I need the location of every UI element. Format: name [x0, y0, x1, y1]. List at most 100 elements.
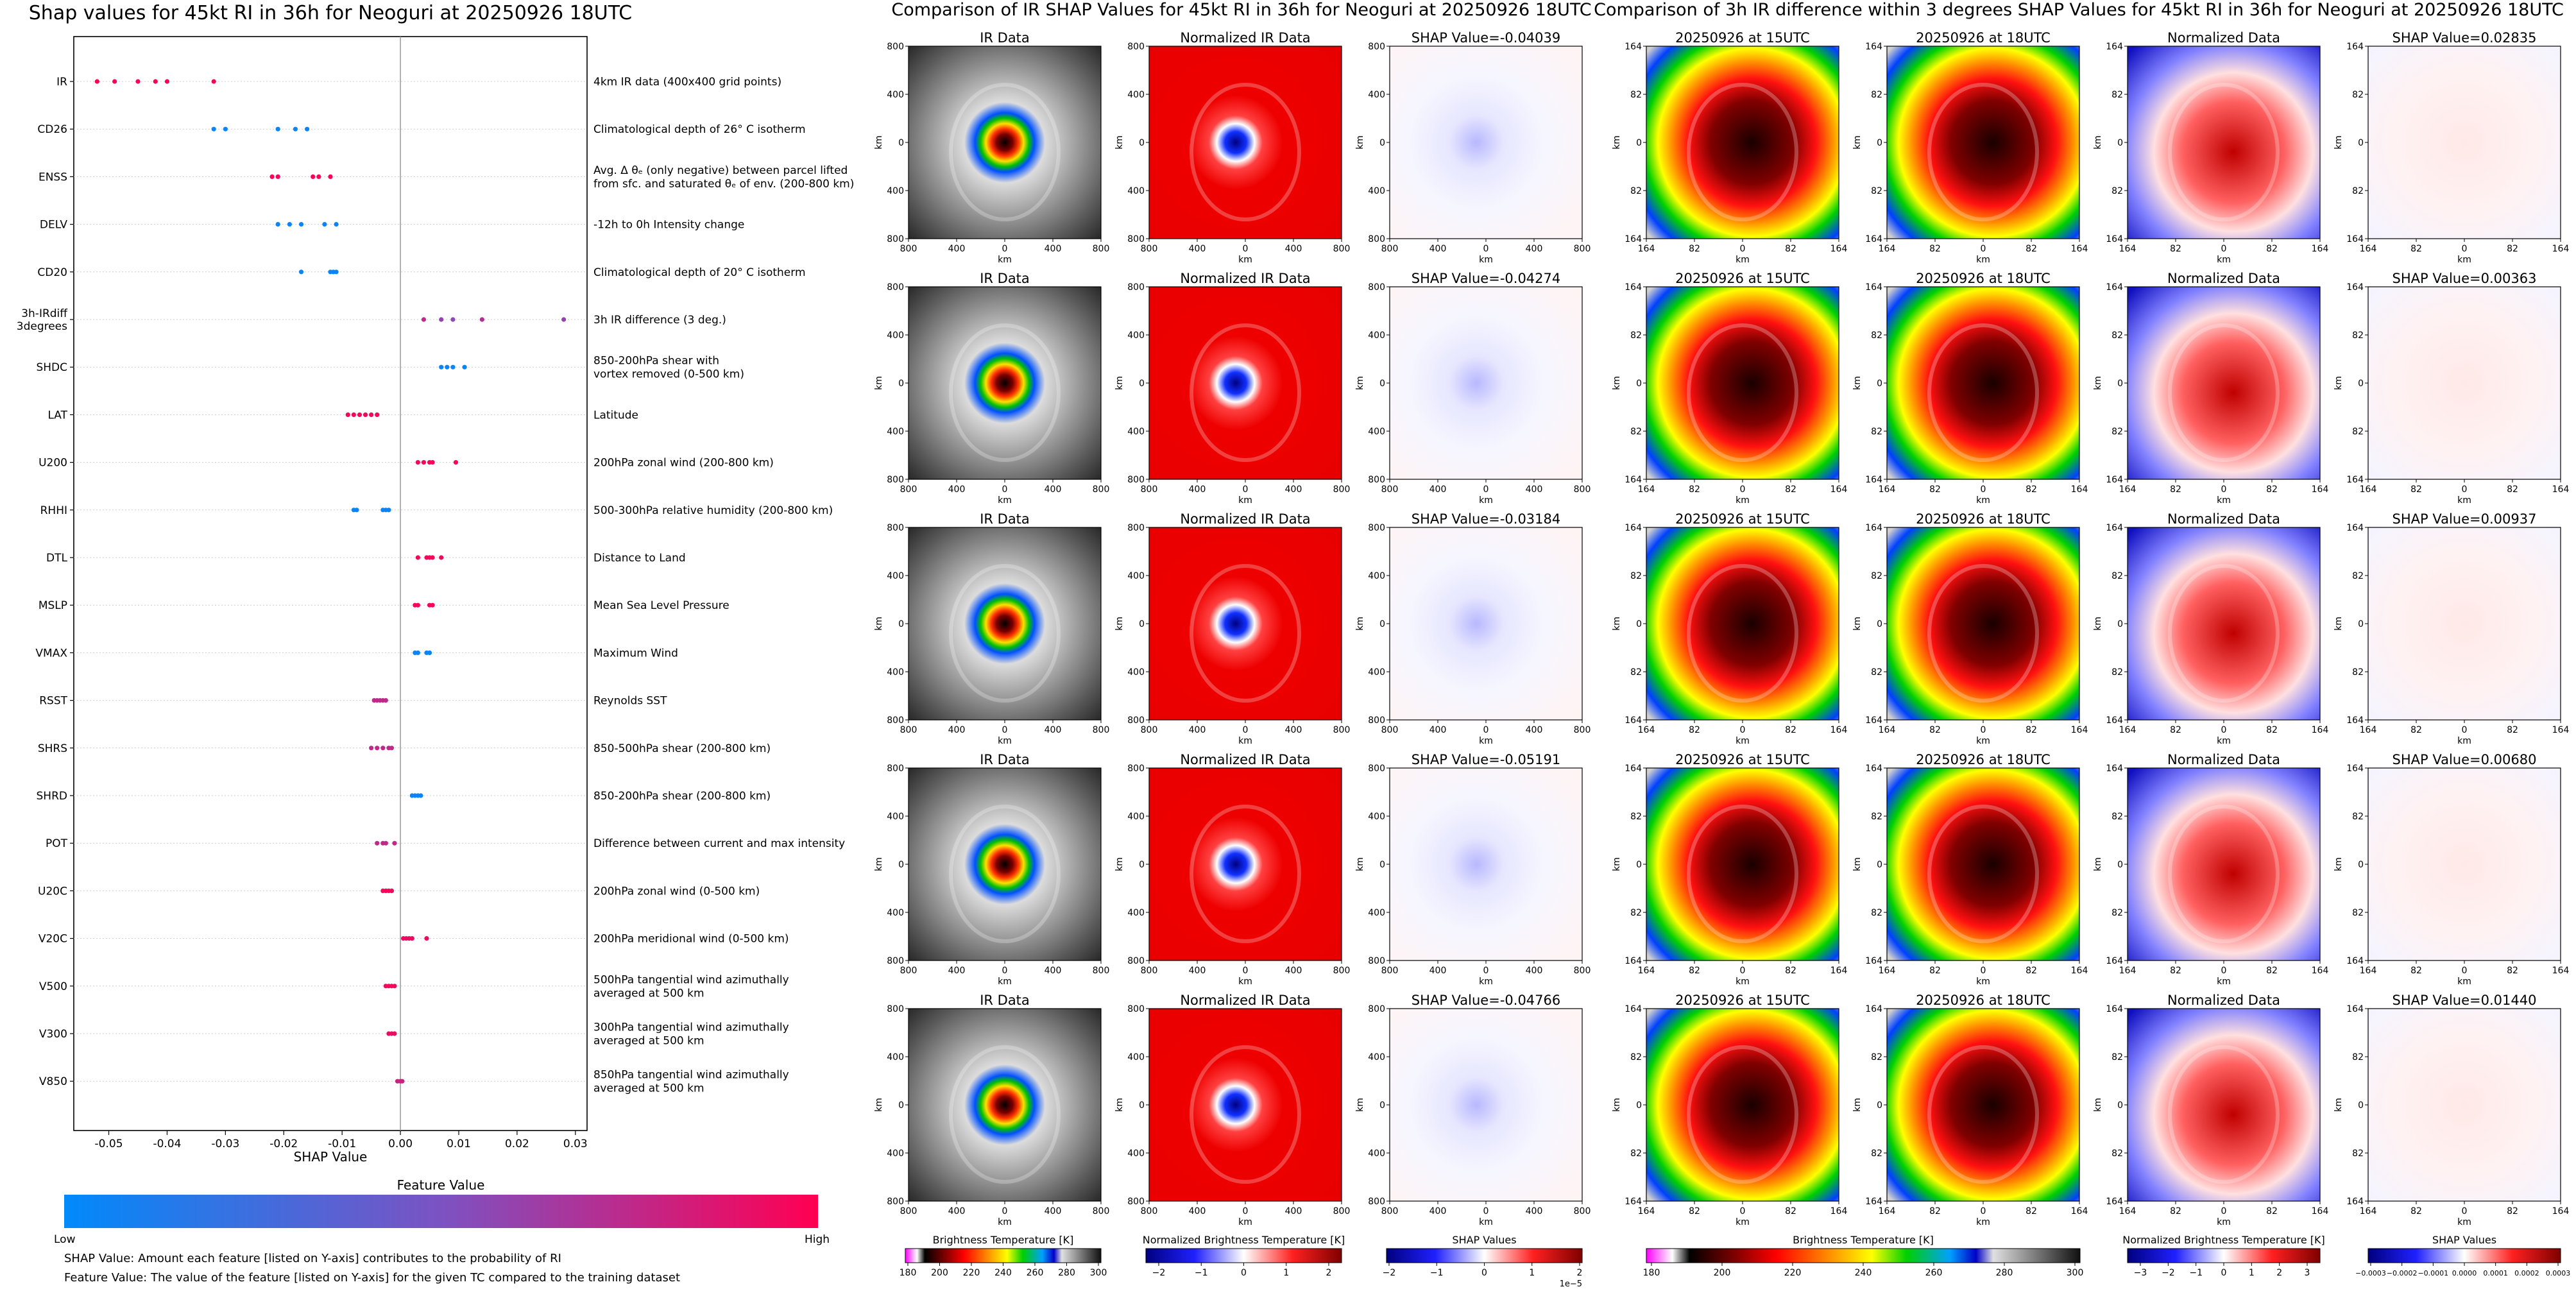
y-tick-label: 164	[1625, 42, 1642, 52]
y-tick-label: 164	[1625, 1197, 1642, 1207]
shap-dot	[439, 317, 444, 322]
x-tick-label: 82	[2410, 244, 2422, 254]
heatmap-image	[2367, 286, 2561, 480]
y-tick-label: 800	[887, 523, 904, 533]
colorbar-tick-label: 260	[1027, 1268, 1044, 1278]
x-tick-label: 400	[1526, 725, 1543, 735]
x-axis-label: km	[2457, 736, 2471, 746]
x-tick-label: 0	[2462, 1206, 2468, 1216]
colorbar-low-label: Low	[54, 1233, 76, 1246]
x-tick-label: 82	[2266, 725, 2278, 735]
y-tick-label: 82	[1871, 330, 1882, 341]
x-tick-label: 800	[1093, 484, 1110, 495]
x-axis-label: km	[1479, 736, 1493, 746]
shap-dot	[421, 460, 427, 465]
y-tick-label: 82	[1871, 1148, 1882, 1159]
x-tick-label: 0	[1243, 244, 1249, 254]
x-axis-label: km	[1976, 736, 1990, 746]
x-tick-label: 82	[1689, 966, 1700, 976]
y-tick-label: 400	[887, 330, 904, 341]
heatmap-image	[908, 767, 1102, 961]
x-tick-label: 800	[1381, 725, 1399, 735]
colorbar-tick-label: 300	[2067, 1268, 2084, 1278]
y-tick-label: 164	[1625, 234, 1642, 244]
shap-value-note: SHAP Value: Amount each feature [listed …	[64, 1252, 561, 1265]
feature-description: Climatological depth of 26° C isotherm	[593, 123, 806, 136]
y-tick-label: 82	[2352, 1148, 2364, 1159]
x-tick-label: 400	[1045, 484, 1062, 495]
x-tick-label: 0	[1243, 966, 1249, 976]
y-tick-label: 0	[2117, 138, 2123, 148]
x-tick-label: 164	[2312, 725, 2329, 735]
y-tick-label: 400	[1368, 812, 1385, 822]
y-tick-label: 164	[2106, 234, 2123, 244]
x-axis-label: km	[998, 255, 1012, 265]
y-axis-label: km	[1852, 857, 1863, 871]
y-tick-label: 82	[2352, 812, 2364, 822]
x-tick-label: 164	[2552, 484, 2570, 495]
feature-description: Distance to Land	[593, 552, 686, 565]
image-panel-title: 20250926 at 15UTC	[1675, 30, 1810, 46]
y-axis-label: km	[874, 376, 884, 390]
y-tick-label: 0	[1877, 1100, 1882, 1111]
y-tick-label: 0	[1636, 619, 1642, 629]
y-tick-label: 82	[2111, 1052, 2123, 1063]
y-axis-label: km	[1355, 857, 1365, 871]
x-axis-label: km	[2217, 255, 2231, 265]
y-axis-label: km	[1355, 376, 1365, 390]
x-tick-label: 800	[900, 244, 917, 254]
x-tick-label: 400	[1526, 1206, 1543, 1216]
x-tick-label: 164	[1879, 1206, 1896, 1216]
shap-dot	[418, 793, 423, 798]
shap-dot	[328, 174, 333, 179]
y-tick-label: 400	[1368, 908, 1385, 918]
heatmap-image	[1886, 46, 2080, 239]
y-tick-label: 800	[1127, 1004, 1145, 1014]
x-tick-label: 82	[2026, 966, 2037, 976]
y-tick-label: 82	[1630, 908, 1642, 918]
y-tick-label: 164	[2346, 475, 2364, 485]
y-tick-label: 164	[2106, 764, 2123, 774]
x-tick-label: 800	[1574, 244, 1591, 254]
x-tick-label: 164	[2071, 966, 2088, 976]
y-tick-label: 800	[1368, 764, 1385, 774]
heatmap-image	[2367, 46, 2561, 239]
x-tick-label: 82	[2266, 244, 2278, 254]
colorbar-tick-label: −1	[2189, 1268, 2203, 1278]
x-tick-label: 82	[2026, 484, 2037, 495]
x-tick-label: 164	[2360, 244, 2377, 254]
colorbar-tick-label: 0.0001	[2483, 1269, 2508, 1277]
y-axis-label: km	[2093, 857, 2103, 871]
x-tick-label: 82	[2170, 484, 2181, 495]
feature-description: 300hPa tangential wind azimuthally	[593, 1021, 789, 1034]
y-tick-label: 0	[898, 379, 904, 389]
shap-dot	[269, 174, 275, 179]
feature-description: Avg. Δ θₑ (only negative) between parcel…	[593, 164, 848, 177]
y-tick-label: 82	[1871, 571, 1882, 581]
heatmap-image	[1148, 1008, 1342, 1202]
x-tick-label: 800	[1093, 244, 1110, 254]
y-tick-label: 82	[2111, 186, 2123, 196]
x-tick-label: 0	[1740, 484, 1746, 495]
shap-dot	[400, 1079, 405, 1084]
image-panel-title: 20250926 at 15UTC	[1675, 752, 1810, 767]
feature-value-colorbar	[64, 1195, 818, 1228]
x-tick-label: 0	[2221, 725, 2227, 735]
y-tick-label: 164	[1865, 715, 1882, 726]
diff-panel-grid: 20250926 at 15UTC 164 82 0 82 164 164 82 0 82 164 k…	[1612, 30, 2569, 1227]
feature-description: 850hPa tangential wind azimuthally	[593, 1069, 789, 1082]
colorbar-tick-label: 220	[963, 1268, 980, 1278]
feature-name: 3degrees	[17, 320, 67, 333]
y-tick-label: 82	[1630, 1052, 1642, 1063]
y-tick-label: 164	[2346, 715, 2364, 726]
shap-dot	[392, 1031, 397, 1036]
feature-description: -12h to 0h Intensity change	[593, 219, 744, 232]
x-tick-label: 0	[2221, 1206, 2227, 1216]
y-tick-label: 0	[2117, 860, 2123, 870]
colorbar-tick-label: −3	[2134, 1268, 2147, 1278]
x-axis-label: km	[1238, 736, 1252, 746]
y-tick-label: 164	[2346, 764, 2364, 774]
y-tick-label: 800	[1127, 764, 1145, 774]
colorbar-label: Normalized Brightness Temperature [K]	[2122, 1234, 2325, 1246]
y-tick-label: 800	[1127, 475, 1145, 485]
